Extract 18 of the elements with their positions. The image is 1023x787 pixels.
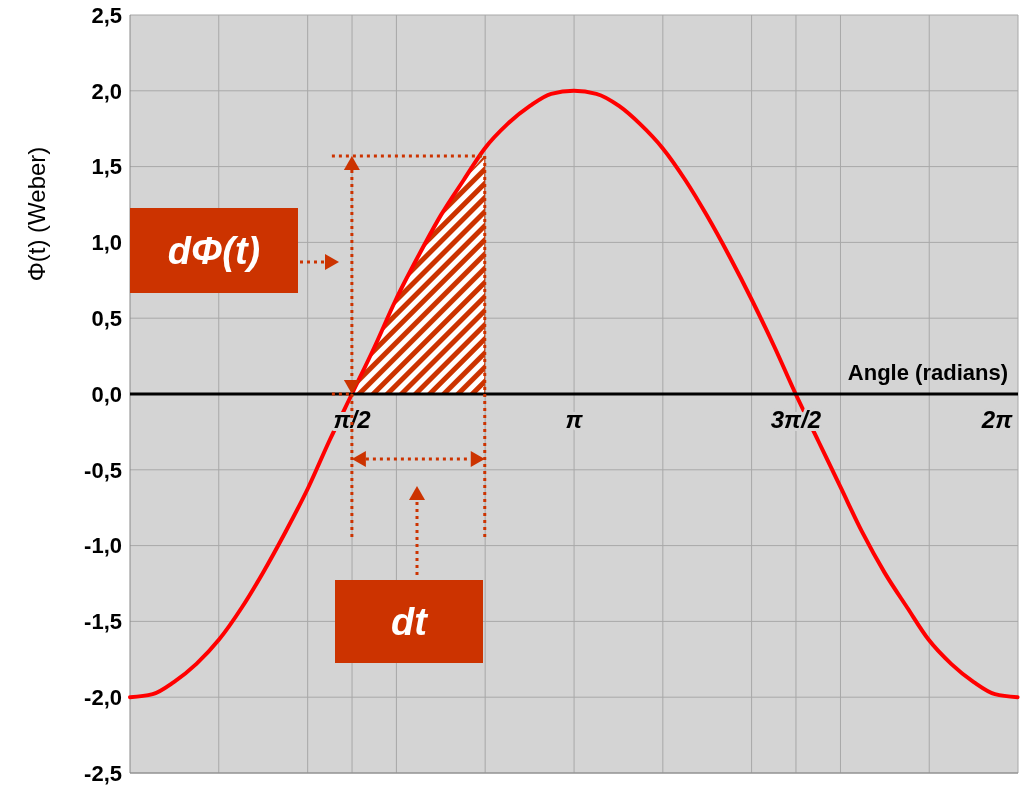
y-tick-label: 2,0 xyxy=(91,78,122,104)
line-series xyxy=(128,88,1020,700)
y-tick-label: 0,5 xyxy=(91,305,122,331)
y-tick-label: -2,0 xyxy=(84,684,122,710)
annotation: dΦ(t) xyxy=(167,229,261,272)
y-tick-label: 0,0 xyxy=(91,381,122,407)
y-tick-label: 1,0 xyxy=(91,230,122,256)
y-tick-label: 1,5 xyxy=(91,154,122,180)
y-tick-label: -0,5 xyxy=(84,457,122,483)
x-axis-title: Angle (radians) xyxy=(847,360,1008,385)
y-tick-label: -1,5 xyxy=(84,609,122,635)
y-tick-label: 2,5 xyxy=(91,2,122,28)
y-axis-title: Φ(t) (Weber) xyxy=(23,146,50,282)
y-tick-label: -2,5 xyxy=(84,760,122,786)
x-tick-label: π xyxy=(565,406,584,433)
y-tick-label: -1,0 xyxy=(84,533,122,559)
annotation: dt xyxy=(391,600,429,643)
x-tick-label: 2π xyxy=(980,406,1014,433)
